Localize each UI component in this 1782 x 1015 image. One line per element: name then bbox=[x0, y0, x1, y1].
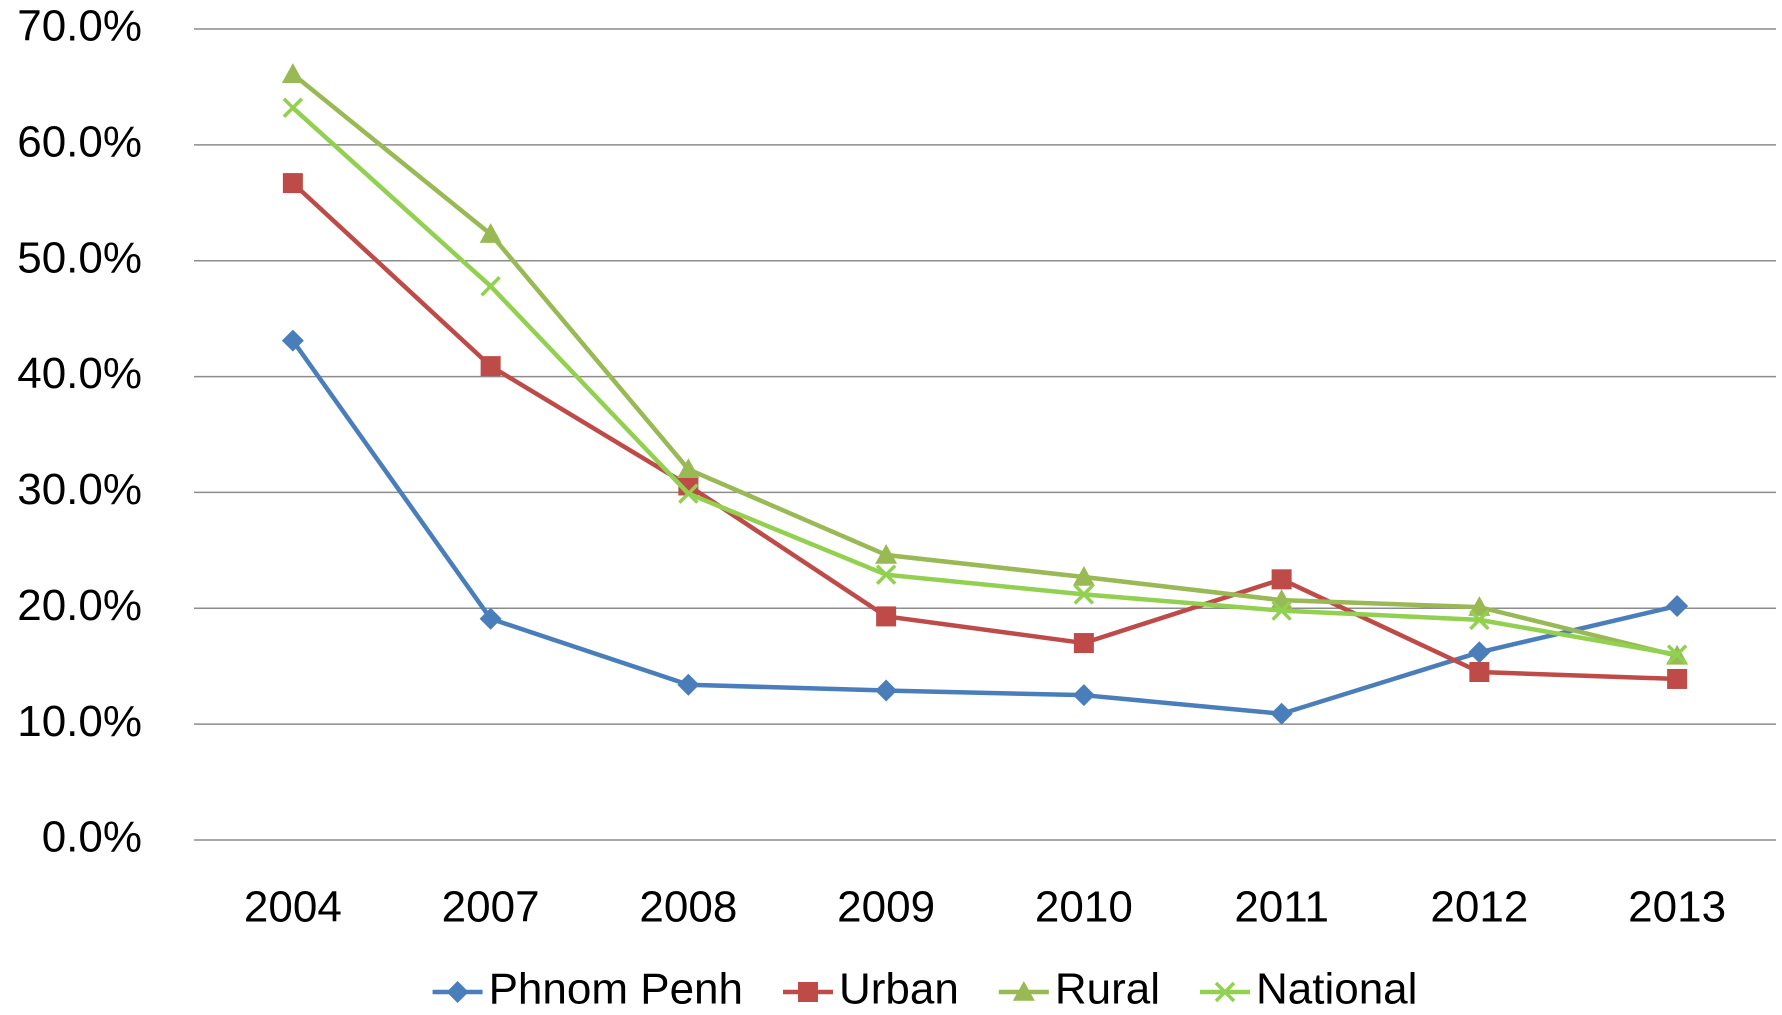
y-tick-label: 40.0% bbox=[17, 349, 142, 398]
y-tick-label: 30.0% bbox=[17, 465, 142, 514]
legend-item: Rural bbox=[998, 965, 1160, 1014]
data-point bbox=[876, 606, 897, 627]
data-point bbox=[479, 223, 502, 243]
data-point bbox=[677, 458, 700, 479]
series-line bbox=[291, 339, 1678, 716]
y-tick-label: 10.0% bbox=[17, 697, 142, 746]
legend-item: Urban bbox=[782, 965, 959, 1014]
data-point bbox=[282, 173, 303, 194]
data-point bbox=[1666, 594, 1689, 617]
x-tick-label: 2011 bbox=[1234, 883, 1329, 932]
data-point bbox=[479, 607, 502, 630]
series-line bbox=[291, 181, 1678, 682]
x-tick-label: 2007 bbox=[442, 883, 540, 932]
x-tick-label: 2013 bbox=[1628, 883, 1726, 932]
data-point bbox=[1073, 584, 1095, 605]
legend-marker bbox=[797, 982, 818, 1002]
y-tick-label: 0.0% bbox=[42, 813, 142, 862]
data-point bbox=[875, 543, 898, 564]
legend-label: National bbox=[1256, 965, 1417, 1014]
x-tick-label: 2010 bbox=[1035, 883, 1133, 932]
data-point bbox=[875, 564, 897, 585]
data-point bbox=[1468, 641, 1491, 664]
x-tick-label: 2009 bbox=[837, 883, 935, 932]
data-point bbox=[1072, 684, 1095, 707]
y-tick-label: 60.0% bbox=[17, 117, 142, 166]
data-point bbox=[1270, 702, 1293, 725]
data-point bbox=[1271, 569, 1292, 590]
data-point bbox=[1072, 566, 1095, 586]
x-tick-label: 2004 bbox=[244, 883, 342, 932]
data-point bbox=[1073, 633, 1094, 654]
data-point bbox=[282, 97, 304, 119]
legend-marker bbox=[1012, 981, 1035, 1001]
legend-label: Urban bbox=[839, 965, 959, 1014]
data-point bbox=[281, 329, 304, 352]
legend-marker bbox=[1214, 981, 1236, 1003]
data-point bbox=[1469, 662, 1490, 683]
legend-marker bbox=[446, 981, 469, 1003]
data-point bbox=[1667, 668, 1688, 689]
series-line bbox=[291, 72, 1678, 658]
data-point bbox=[480, 356, 501, 377]
data-point bbox=[875, 679, 898, 702]
data-point bbox=[1468, 596, 1491, 616]
legend-item: National bbox=[1199, 965, 1417, 1014]
legend-label: Rural bbox=[1055, 965, 1160, 1014]
x-tick-label: 2012 bbox=[1430, 883, 1528, 932]
data-point bbox=[281, 63, 304, 83]
y-tick-label: 20.0% bbox=[17, 581, 142, 630]
data-point bbox=[1469, 609, 1490, 631]
x-tick-label: 2008 bbox=[639, 883, 737, 932]
data-point bbox=[1271, 600, 1292, 621]
data-point bbox=[677, 673, 700, 696]
data-point bbox=[1666, 644, 1688, 665]
series-line bbox=[291, 106, 1678, 657]
y-tick-label: 70.0% bbox=[17, 2, 142, 51]
legend: Phnom Penh Urban Rural National bbox=[432, 965, 1417, 1014]
data-point bbox=[678, 483, 699, 504]
data-point bbox=[480, 275, 501, 297]
legend-item: Phnom Penh bbox=[432, 965, 743, 1014]
y-tick-label: 50.0% bbox=[17, 233, 142, 282]
legend-label: Phnom Penh bbox=[489, 965, 743, 1014]
